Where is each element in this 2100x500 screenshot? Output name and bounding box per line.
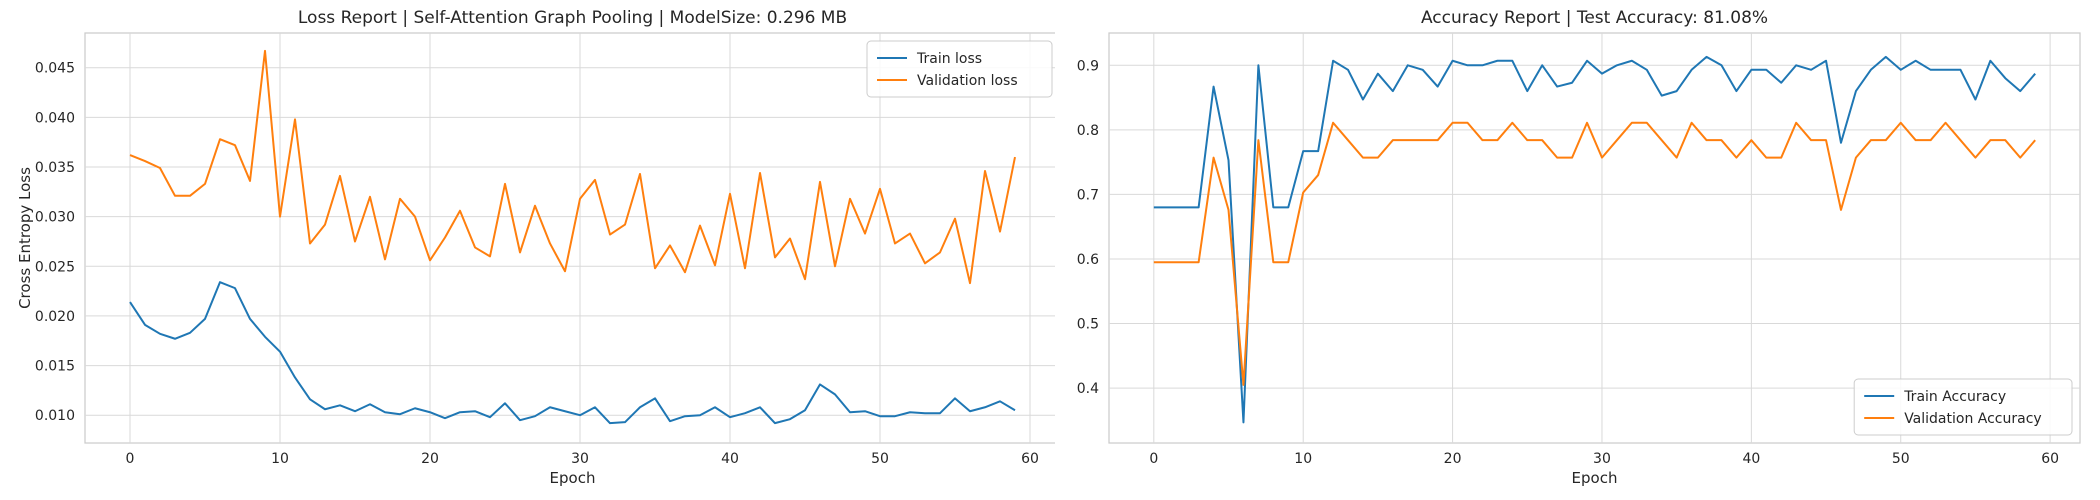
y-tick-label-0-5: 0.5	[1077, 317, 1099, 333]
y-tick-label-0-6: 0.6	[1077, 252, 1099, 268]
y-tick-label-0-035: 0.035	[35, 160, 75, 176]
legend: Train Accuracy Validation Accuracy	[1853, 378, 2073, 436]
x-axis-label: Epoch	[550, 469, 596, 487]
y-tick-label-0-015: 0.015	[35, 359, 75, 375]
y-axis-label: Cross Entropy Loss	[16, 167, 34, 309]
y-tick-label-0-4: 0.4	[1077, 381, 1099, 397]
x-axis-label: Epoch	[1572, 469, 1618, 487]
x-tick-label-40: 40	[721, 451, 739, 467]
y-tick-label-0-04: 0.040	[35, 110, 75, 126]
series-line-validation	[1153, 121, 2036, 386]
y-tick-label-0-01: 0.010	[35, 408, 75, 424]
y-tick-label-0-8: 0.8	[1077, 123, 1099, 139]
y-tick-label-0-7: 0.7	[1077, 187, 1099, 203]
loss-chart: 0 10 20 30 40 50 60 0.010 0.015 0.020 0.025 0.030 0.…	[16, 8, 1055, 487]
x-tick-label-10: 10	[271, 451, 289, 467]
x-tick-label-50: 50	[871, 451, 889, 467]
x-tick-label-0: 0	[1149, 451, 1158, 467]
x-tick-label-30: 30	[571, 451, 589, 467]
x-tick-label-60: 60	[2041, 451, 2059, 467]
chart-title: Accuracy Report | Test Accuracy: 81.08%	[1421, 8, 1768, 28]
accuracy-chart: 0 10 20 30 40 50 60 0.4 0.5 0.6 0.7 0.8 0.9 Accuracy …	[1077, 8, 2081, 487]
y-tick-label-0-02: 0.020	[35, 309, 75, 325]
x-tick-label-30: 30	[1593, 451, 1611, 467]
y-tick-label-0-9: 0.9	[1077, 58, 1099, 74]
x-tick-label-20: 20	[1444, 451, 1462, 467]
x-tick-label-0: 0	[126, 451, 135, 467]
chart-title: Loss Report | Self-Attention Graph Pooli…	[298, 8, 847, 28]
series-line-train	[1153, 55, 2036, 424]
x-tick-label-50: 50	[1892, 451, 1910, 467]
legend-box	[866, 40, 1053, 98]
y-tick-label-0-045: 0.045	[35, 61, 75, 77]
legend-box	[1853, 378, 2073, 436]
legend-label-validation: Validation loss	[917, 73, 1018, 89]
legend-label-validation: Validation Accuracy	[1904, 411, 2042, 427]
x-tick-label-20: 20	[421, 451, 439, 467]
x-tick-label-10: 10	[1294, 451, 1312, 467]
y-tick-label-0-03: 0.030	[35, 210, 75, 226]
legend-label-train: Train Accuracy	[1903, 389, 2006, 405]
x-tick-label-60: 60	[1021, 451, 1039, 467]
y-tick-label-0-025: 0.025	[35, 259, 75, 275]
series-line-validation	[129, 49, 1016, 285]
legend: Train loss Validation loss	[866, 40, 1053, 98]
legend-label-train: Train loss	[916, 51, 982, 67]
x-tick-label-40: 40	[1742, 451, 1760, 467]
series-line-train	[129, 281, 1016, 425]
